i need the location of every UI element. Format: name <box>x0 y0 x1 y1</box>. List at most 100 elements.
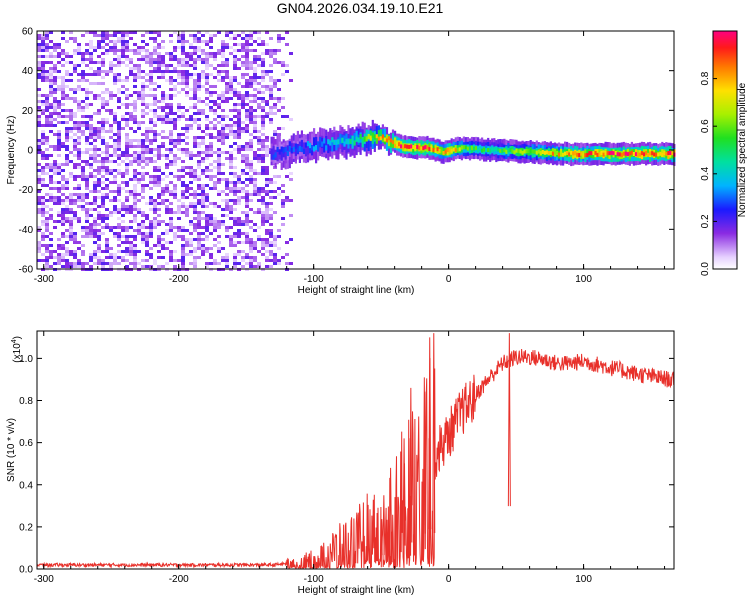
ridge-cell <box>584 153 587 158</box>
noise-cell <box>229 133 233 136</box>
ridge-cell <box>624 151 627 156</box>
noise-cell <box>73 193 77 196</box>
noise-cell <box>89 229 93 232</box>
noise-cell <box>57 259 61 262</box>
noise-cell <box>37 241 41 244</box>
ridge-cell <box>311 133 314 152</box>
noise-cell <box>93 262 97 265</box>
noise-cell <box>169 256 173 259</box>
ridge-cell <box>505 149 508 154</box>
ridge-cell <box>359 134 362 140</box>
noise-cell <box>89 208 93 211</box>
noise-cell <box>89 256 93 259</box>
snr-y-label: SNR (10 * v/v) <box>6 418 17 482</box>
ridge-cell <box>446 148 449 152</box>
noise-cell <box>245 166 249 169</box>
noise-cell <box>53 163 57 166</box>
noise-cell <box>121 43 125 46</box>
noise-cell <box>57 163 61 166</box>
noise-cell <box>197 55 201 58</box>
noise-cell <box>53 55 57 58</box>
noise-cell <box>137 157 141 160</box>
noise-cell <box>137 124 141 127</box>
noise-cell <box>225 85 229 88</box>
spectrogram-x-tick-label: 100 <box>575 274 592 285</box>
noise-cell <box>181 127 185 130</box>
noise-cell <box>61 232 65 235</box>
noise-cell <box>217 178 221 181</box>
ridge-cell <box>383 137 386 142</box>
noise-cell <box>137 64 141 67</box>
noise-cell <box>193 49 197 52</box>
noise-cell <box>37 208 41 211</box>
noise-cell <box>97 127 101 130</box>
ridge-cell <box>555 151 559 155</box>
noise-cell <box>41 178 45 181</box>
noise-cell <box>101 40 105 43</box>
noise-cell <box>49 178 53 181</box>
noise-cell <box>229 82 233 85</box>
noise-cell <box>193 175 197 178</box>
noise-cell <box>49 196 53 199</box>
noise-cell <box>133 187 137 190</box>
ridge-cell <box>410 144 413 149</box>
noise-cell <box>65 259 69 262</box>
noise-cell <box>45 31 49 34</box>
noise-cell <box>225 70 229 73</box>
noise-cell <box>53 181 57 184</box>
noise-cell <box>209 232 213 235</box>
noise-cell <box>261 79 265 82</box>
noise-cell <box>237 220 241 223</box>
noise-cell <box>109 136 113 139</box>
noise-cell <box>65 109 69 112</box>
ridge-cell <box>632 152 635 156</box>
noise-cell <box>277 37 281 40</box>
noise-cell <box>41 235 45 238</box>
noise-cell <box>133 64 137 67</box>
snr-y-tick-label: 0.8 <box>19 396 33 407</box>
noise-cell <box>41 232 45 235</box>
noise-cell <box>57 70 61 73</box>
noise-cell <box>97 130 101 133</box>
noise-cell <box>185 190 189 193</box>
noise-cell <box>277 61 281 64</box>
noise-cell <box>101 52 105 55</box>
noise-cell <box>37 43 41 46</box>
noise-cell <box>245 142 249 145</box>
noise-cell <box>189 238 193 241</box>
noise-cell <box>245 214 249 217</box>
noise-cell <box>189 223 193 226</box>
noise-cell <box>217 157 221 160</box>
noise-cell <box>201 184 205 187</box>
noise-cell <box>213 175 217 178</box>
noise-cell <box>249 178 253 181</box>
noise-cell <box>37 145 41 148</box>
noise-cell <box>213 127 217 130</box>
spectrogram-y-tick-label: -40 <box>19 225 34 236</box>
noise-cell <box>61 184 65 187</box>
noise-cell <box>229 76 233 79</box>
noise-cell <box>57 253 61 256</box>
noise-cell <box>189 232 193 235</box>
noise-cell <box>181 82 185 85</box>
noise-cell <box>125 40 129 43</box>
noise-cell <box>217 166 221 169</box>
noise-cell <box>93 229 97 232</box>
noise-cell <box>177 106 181 109</box>
noise-cell <box>189 220 193 223</box>
noise-cell <box>129 220 133 223</box>
noise-cell <box>113 211 117 214</box>
noise-cell <box>153 199 157 202</box>
noise-cell <box>97 211 101 214</box>
noise-cell <box>157 193 161 196</box>
ridge-cell <box>343 135 346 146</box>
noise-cell <box>141 139 145 142</box>
ridge-cell <box>655 152 658 157</box>
noise-cell <box>81 106 85 109</box>
noise-cell <box>165 118 169 121</box>
noise-cell <box>257 238 261 241</box>
noise-cell <box>173 127 177 130</box>
noise-cell <box>165 148 169 151</box>
noise-cell <box>193 196 197 199</box>
noise-cell <box>245 118 249 121</box>
